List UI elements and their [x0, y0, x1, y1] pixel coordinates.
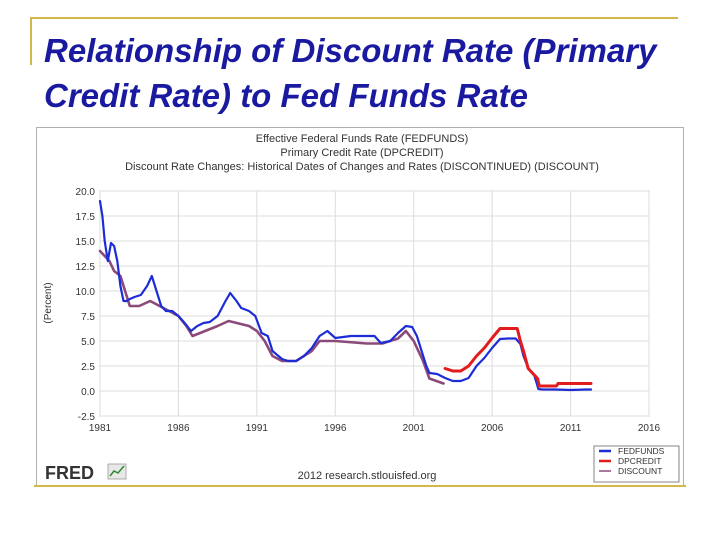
y-tick-label: -2.5: [78, 412, 96, 423]
y-tick-label: 2.5: [81, 362, 95, 373]
x-tick-labels: 1981 1986 1991 1996 2001 2006 2011 2016: [89, 423, 661, 434]
slide-title: Relationship of Discount Rate (Primary C…: [44, 32, 657, 114]
y-tick-labels: 20.0 17.5 15.0 12.5 10.0 7.5 5.0 2.5 0.0 -2.5: [76, 187, 96, 423]
x-tick-label: 1981: [89, 423, 112, 434]
y-tick-label: 15.0: [76, 237, 96, 248]
y-tick-label: 0.0: [81, 387, 95, 398]
source-credit: 2012 research.stlouisfed.org: [298, 470, 437, 482]
plot-area: [99, 190, 650, 417]
y-tick-label: 7.5: [81, 312, 95, 323]
y-tick-label: 5.0: [81, 337, 95, 348]
series-layer: [98, 199, 593, 392]
y-gridlines: [100, 190, 649, 417]
chart-title-line-3: Discount Rate Changes: Historical Dates …: [125, 161, 599, 173]
x-tick-label: 2001: [403, 423, 426, 434]
y-tick-label: 20.0: [76, 187, 96, 198]
fred-chart-icon: [107, 463, 127, 480]
chart-title-line-1: Effective Federal Funds Rate (FEDFUNDS): [256, 133, 469, 145]
x-tick-label: 2011: [560, 423, 582, 434]
series-line-dpcredit: [443, 327, 593, 388]
x-tick-label: 2016: [638, 423, 661, 434]
fred-chart-icon-line: [109, 465, 125, 477]
series-line-fedfunds: [98, 199, 593, 392]
legend-label-dpcredit: DPCREDIT: [618, 456, 661, 466]
chart-frame: Effective Federal Funds Rate (FEDFUNDS) …: [36, 127, 684, 487]
chart-title-line-2: Primary Credit Rate (DPCREDIT): [280, 147, 443, 159]
y-tick-label: 10.0: [76, 287, 96, 298]
x-tick-label: 1986: [167, 423, 190, 434]
fred-chart: Effective Federal Funds Rate (FEDFUNDS) …: [43, 133, 680, 483]
y-tick-label: 12.5: [76, 262, 96, 273]
legend-label-discount: DISCOUNT: [618, 466, 662, 476]
x-tick-label: 1996: [324, 423, 347, 434]
title-accent-rule-left: [30, 17, 32, 65]
x-tick-label: 1991: [246, 423, 269, 434]
fred-logo: FRED: [45, 463, 127, 483]
x-tick-label: 2006: [481, 423, 504, 434]
chart-frame-bottom-rule: [34, 485, 686, 487]
x-gridlines: [99, 191, 650, 416]
title-accent-rule: [30, 17, 678, 19]
y-axis-label: (Percent): [43, 282, 54, 323]
fred-logo-text: FRED: [45, 463, 94, 483]
legend-label-fedfunds: FEDFUNDS: [618, 446, 665, 456]
y-tick-label: 17.5: [76, 212, 96, 223]
